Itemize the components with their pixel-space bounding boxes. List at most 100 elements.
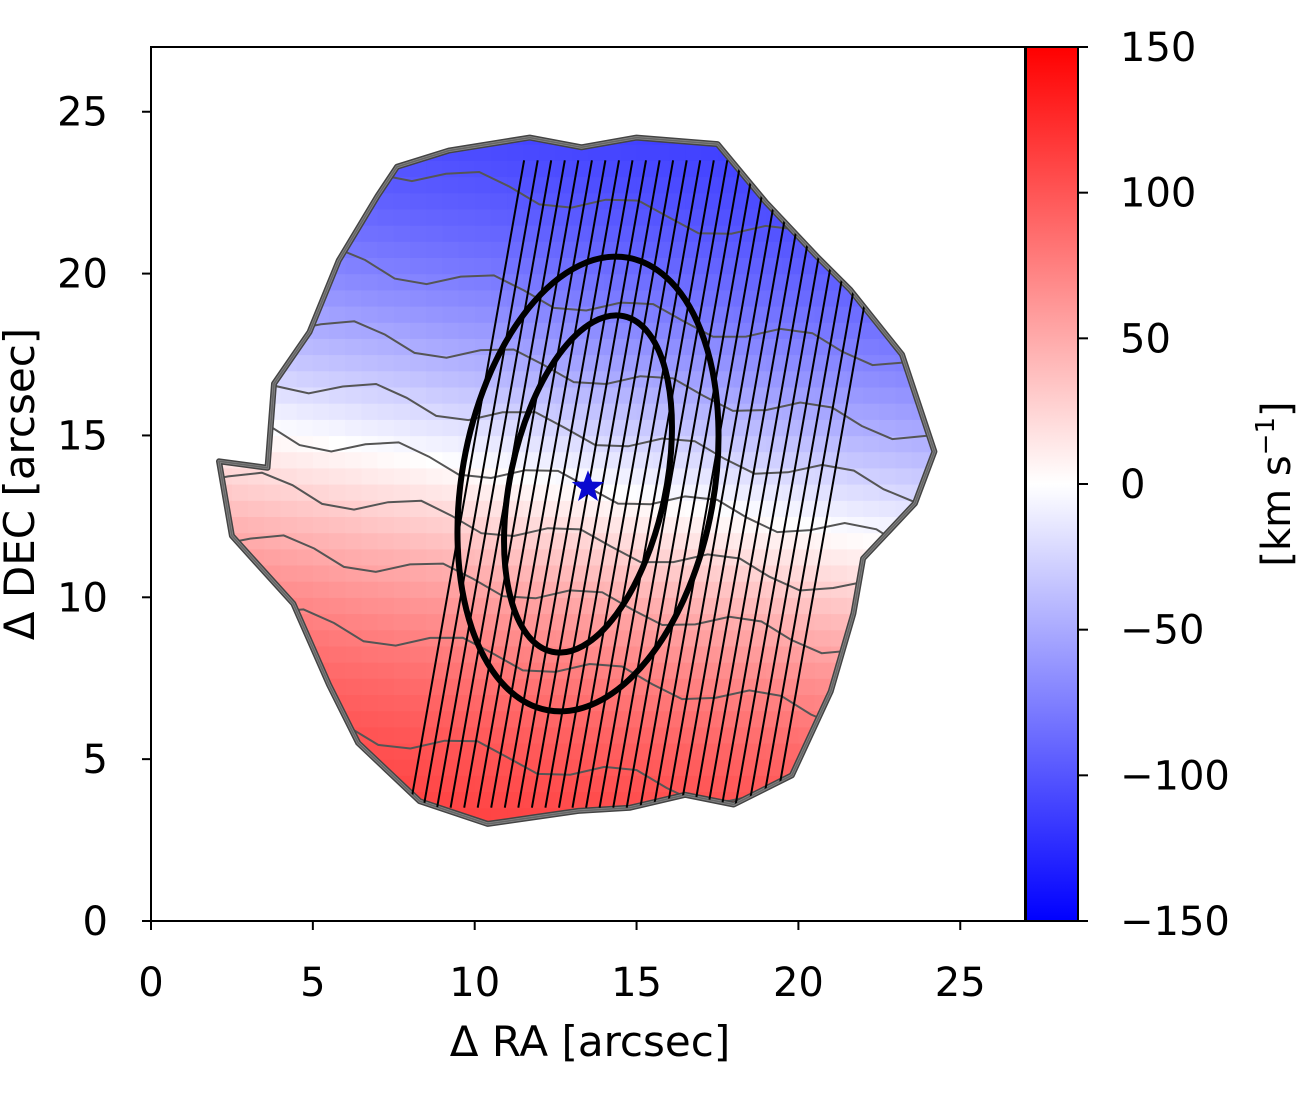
velocity-pixel bbox=[798, 273, 816, 291]
velocity-pixel bbox=[847, 306, 864, 323]
velocity-pixel bbox=[442, 338, 460, 356]
velocity-pixel bbox=[555, 500, 573, 517]
velocity-pixel bbox=[393, 548, 411, 566]
velocity-pixel bbox=[717, 257, 735, 275]
isophote-ellipses bbox=[454, 253, 722, 715]
velocity-pixel bbox=[636, 273, 654, 291]
velocity-pixel bbox=[588, 775, 605, 793]
velocity-pixel bbox=[410, 241, 427, 258]
velocity-pixel bbox=[345, 306, 362, 323]
velocity-pixel bbox=[296, 451, 314, 469]
velocity-pixel bbox=[361, 694, 379, 712]
velocity-pixel bbox=[442, 403, 460, 420]
velocity-pixel bbox=[361, 484, 379, 501]
velocity-pixel bbox=[426, 435, 443, 453]
velocity-pixel bbox=[393, 516, 411, 534]
velocity-pixel bbox=[296, 419, 314, 437]
velocity-pixel bbox=[393, 370, 411, 388]
velocity-pixel bbox=[798, 386, 816, 404]
velocity-pixel bbox=[749, 500, 767, 517]
velocity-pixel bbox=[685, 176, 702, 194]
velocity-pixel bbox=[410, 435, 427, 453]
velocity-pixel bbox=[296, 581, 314, 598]
velocity-pixel bbox=[410, 629, 427, 647]
velocity-pixel bbox=[863, 484, 880, 501]
velocity-pixel bbox=[377, 289, 395, 307]
velocity-pixel bbox=[329, 451, 346, 469]
velocity-pixel bbox=[555, 759, 573, 776]
velocity-pixel bbox=[523, 548, 541, 566]
velocity-pixel bbox=[264, 500, 282, 517]
velocity-pixel bbox=[685, 354, 702, 372]
velocity-pixel bbox=[879, 419, 897, 437]
velocity-pixel bbox=[393, 662, 411, 679]
velocity-pixel bbox=[361, 386, 379, 404]
slit-line bbox=[625, 160, 742, 808]
velocity-pixel bbox=[361, 532, 379, 550]
velocity-pixel bbox=[393, 192, 411, 210]
velocity-pixel bbox=[393, 322, 411, 339]
velocity-pixel bbox=[393, 241, 411, 258]
velocity-pixel bbox=[474, 451, 492, 469]
velocity-pixel bbox=[717, 354, 735, 372]
velocity-pixel bbox=[442, 743, 460, 760]
velocity-pixel bbox=[280, 467, 298, 485]
slit-line bbox=[652, 160, 769, 808]
velocity-pixel bbox=[345, 597, 362, 615]
velocity-pixel bbox=[231, 516, 249, 534]
velocity-pixel bbox=[345, 403, 362, 420]
velocity-pixel bbox=[377, 241, 395, 258]
velocity-pixel bbox=[523, 743, 541, 760]
velocity-pixel bbox=[895, 467, 913, 485]
velocity-pixel bbox=[442, 241, 460, 258]
velocity-pixel bbox=[604, 273, 621, 291]
velocity-pixel bbox=[539, 192, 557, 210]
velocity-pixel bbox=[410, 694, 427, 712]
velocity-pixel bbox=[588, 241, 605, 258]
velocity-pixel bbox=[539, 467, 557, 485]
velocity-pixel bbox=[523, 759, 541, 776]
slit-line bbox=[463, 160, 580, 808]
velocity-pixel bbox=[361, 403, 379, 420]
velocity-pixel bbox=[490, 225, 508, 242]
velocity-pixel bbox=[426, 419, 443, 437]
velocity-pixel bbox=[490, 306, 508, 323]
velocity-pixel bbox=[588, 516, 605, 534]
velocity-pixel bbox=[766, 435, 783, 453]
velocity-pixel bbox=[329, 500, 346, 517]
velocity-pixel bbox=[555, 532, 573, 550]
velocity-pixel bbox=[426, 694, 443, 712]
velocity-pixel bbox=[523, 273, 541, 291]
velocity-pixel bbox=[588, 370, 605, 388]
velocity-pixel bbox=[636, 484, 654, 501]
velocity-pixel bbox=[879, 500, 897, 517]
velocity-pixel bbox=[377, 225, 395, 242]
velocity-pixel bbox=[442, 581, 460, 598]
velocity-pixel bbox=[555, 403, 573, 420]
velocity-pixel bbox=[555, 678, 573, 695]
velocity-pixel bbox=[652, 597, 670, 615]
velocity-pixel bbox=[798, 532, 816, 550]
velocity-pixel bbox=[814, 516, 832, 534]
velocity-pixel bbox=[458, 403, 476, 420]
velocity-pixel bbox=[329, 289, 346, 307]
velocity-pixel bbox=[345, 613, 362, 631]
velocity-pixel bbox=[377, 694, 395, 712]
velocity-pixel bbox=[426, 241, 443, 258]
colorbar bbox=[1025, 46, 1079, 922]
velocity-pixel bbox=[555, 791, 573, 809]
velocity-pixel bbox=[539, 791, 557, 809]
velocity-pixel bbox=[620, 160, 638, 178]
velocity-pixel bbox=[539, 241, 557, 258]
velocity-pixel bbox=[458, 192, 476, 210]
velocity-pixel bbox=[410, 419, 427, 437]
velocity-pixel bbox=[312, 516, 330, 534]
velocity-pixel bbox=[312, 419, 330, 437]
velocity-pixel bbox=[685, 613, 702, 631]
velocity-pixel bbox=[490, 791, 508, 809]
velocity-pixel bbox=[474, 678, 492, 695]
velocity-pixel bbox=[296, 370, 314, 388]
velocity-pixel bbox=[539, 597, 557, 615]
velocity-pixel bbox=[361, 451, 379, 469]
velocity-pixel bbox=[361, 564, 379, 582]
